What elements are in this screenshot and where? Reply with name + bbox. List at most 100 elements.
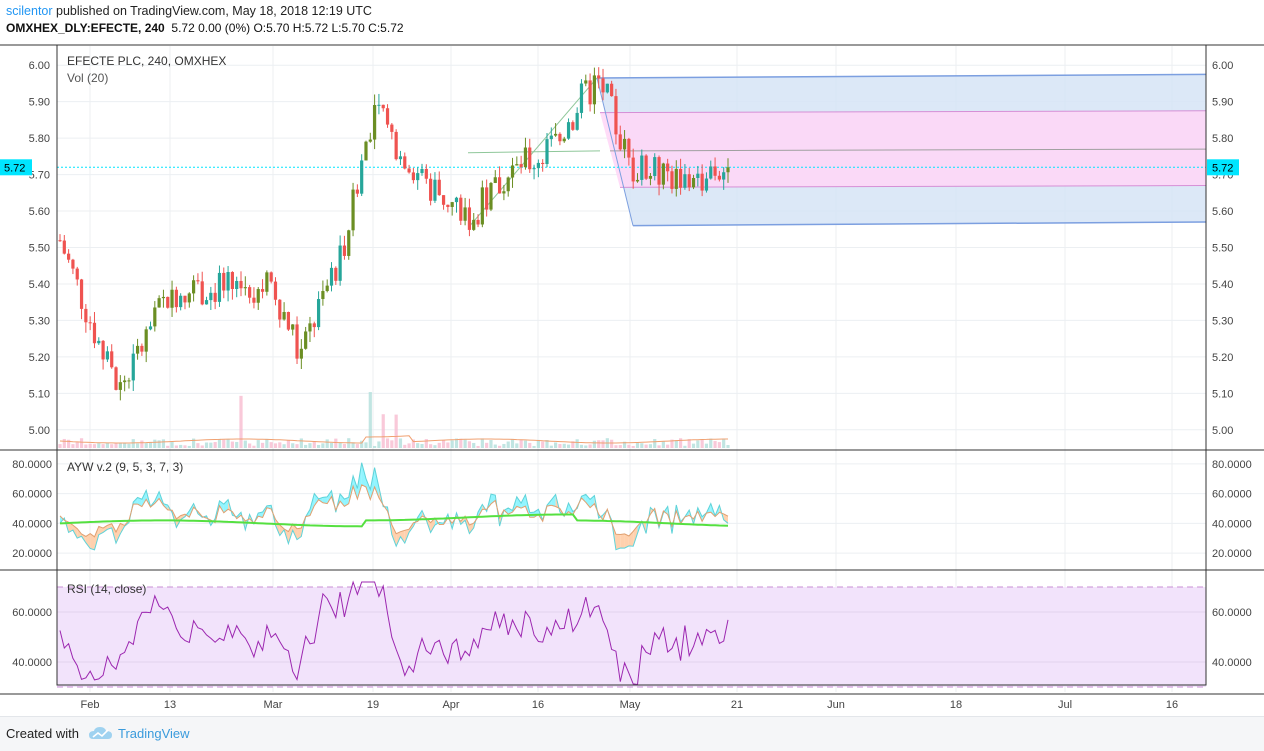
candle-body (338, 245, 342, 281)
candle-body (605, 83, 609, 93)
ayw-fill (469, 523, 474, 534)
x-tick-label: 13 (164, 699, 176, 711)
x-tick-label: Feb (81, 699, 100, 711)
x-tick-label: 16 (532, 699, 544, 711)
created-with-text: Created with (6, 726, 79, 741)
candle-body (704, 178, 709, 191)
last-price-label-right: 5.72 (1212, 162, 1233, 174)
ayw-fill (585, 494, 591, 508)
candle-body (62, 240, 66, 254)
axis-labels: Feb 13 Mar 19 Apr 16 May 21 Jun 18 Jul 16 6.00 6.00 5.… (0, 60, 1252, 711)
volume-bar (429, 444, 433, 448)
candle-body (131, 353, 135, 381)
ayw-tick-left: 80.0000 (12, 459, 52, 471)
ayw-fill (633, 525, 638, 547)
volume-bar (398, 438, 403, 448)
main-pane-title: EFECTE PLC, 240, OMXHEX (67, 54, 226, 68)
volume-bar (610, 439, 614, 448)
volume-bar (674, 440, 678, 448)
tradingview-link[interactable]: TradingView (118, 726, 190, 741)
volume-bar (127, 443, 131, 448)
ayw-fill (279, 525, 285, 536)
candle-body (437, 179, 441, 196)
candle-body (411, 172, 415, 181)
price-tick-left: 5.60 (29, 206, 50, 218)
candle-body (614, 96, 618, 135)
candle-body (661, 163, 665, 185)
volume-bar (140, 440, 144, 448)
candle-body (304, 331, 308, 349)
candle-body (278, 299, 282, 320)
chart-canvas[interactable]: Feb 13 Mar 19 Apr 16 May 21 Jun 18 Jul 16 6.00 6.00 5.… (0, 0, 1264, 716)
candle-body (157, 298, 161, 308)
ayw-tick-right: 60.0000 (1212, 489, 1252, 501)
volume-bar (657, 445, 661, 448)
rsi-indicator (59, 580, 729, 686)
ayw-title: AYW v.2 (9, 5, 3, 7, 3) (67, 460, 183, 474)
volume-bar (614, 445, 618, 448)
ayw-fill (723, 513, 728, 524)
candle-body (88, 322, 92, 324)
ayw-tick-left: 60.0000 (12, 489, 52, 501)
volume-bar (493, 444, 497, 448)
volume-bar (644, 444, 648, 448)
volume-bar (566, 444, 571, 448)
price-tick-left: 6.00 (29, 60, 50, 72)
price-tick-right: 6.00 (1212, 60, 1233, 72)
volume-bar (360, 440, 364, 448)
volume-bar (252, 445, 256, 448)
volume-bar (648, 444, 653, 448)
x-tick-label: Mar (264, 699, 283, 711)
candle-body (148, 326, 153, 330)
publish-info: scilentor published on TradingView.com, … (6, 4, 372, 18)
volume-bar (592, 440, 596, 448)
candle-body (433, 179, 437, 201)
volume-bar (571, 441, 575, 448)
volume-bar (239, 395, 243, 448)
candle-body (640, 155, 644, 180)
volume-bar (722, 438, 726, 448)
candle-body (657, 157, 661, 185)
candle-body (110, 351, 114, 368)
volume-bar (170, 442, 174, 448)
candle-body (79, 279, 84, 309)
ayw-tick-left: 20.0000 (12, 548, 52, 560)
volume-bar (105, 442, 110, 448)
ayw-fill (266, 505, 272, 510)
candle-body (424, 168, 428, 179)
ayw-fill (396, 531, 401, 547)
volume-bar (321, 443, 325, 448)
candle-body (351, 189, 355, 231)
ayw-fill (141, 490, 147, 507)
volume-bar (144, 443, 148, 448)
volume-bar (549, 445, 553, 448)
fib-anchor (596, 77, 634, 226)
candle-body (243, 287, 247, 289)
volume-bar (329, 442, 334, 448)
trend-line-horizontal (467, 150, 601, 154)
candle-body (252, 297, 256, 303)
candle-body (709, 166, 713, 179)
price-tick-left: 5.10 (29, 388, 50, 400)
volume-bar (523, 440, 528, 448)
candle-body (101, 340, 105, 360)
volume-bar (79, 438, 84, 448)
candle-body (584, 80, 588, 84)
volume-bar (489, 440, 493, 448)
pane-frames (0, 44, 1264, 695)
volume-bar (166, 445, 170, 448)
author-link[interactable]: scilentor (6, 4, 53, 18)
candle-body (123, 380, 127, 383)
ayw-fill (361, 462, 366, 488)
candle-body (67, 253, 71, 260)
volume-bar (373, 445, 377, 448)
volume-bar (528, 442, 532, 448)
volume-bar (459, 438, 463, 448)
candle-body (678, 168, 683, 188)
volume-bar (92, 444, 97, 448)
candle-body (588, 80, 592, 105)
ayw-tick-right: 80.0000 (1212, 459, 1252, 471)
candle-body (299, 348, 303, 359)
rsi-title: RSI (14, close) (67, 582, 146, 596)
ayw-fill (116, 523, 121, 544)
